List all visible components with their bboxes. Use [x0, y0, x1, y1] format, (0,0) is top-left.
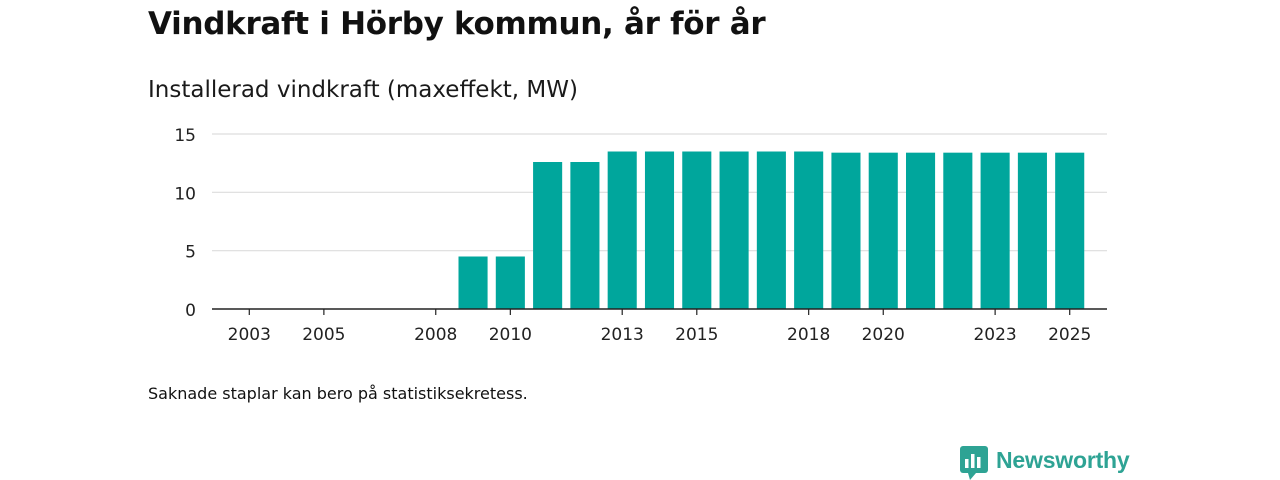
bar-2014[interactable] — [644, 151, 675, 310]
x-tick-label: 2013 — [601, 325, 644, 345]
chart-subtitle: Installerad vindkraft (maxeffekt, MW) — [148, 77, 578, 103]
axes: 0 5 10 15 2003 2005 2008 2010 2013 2015 2018 2020 20… — [174, 126, 1107, 345]
y-tick-label: 15 — [174, 126, 196, 146]
x-tick-label: 2025 — [1048, 325, 1091, 345]
x-tick-label: 2018 — [787, 325, 830, 345]
bar-chart: 0 5 10 15 2003 2005 2008 2010 2013 2015 2018 2020 20… — [174, 126, 1107, 345]
x-tick-label: 2015 — [675, 325, 718, 345]
bar-2011[interactable] — [533, 162, 563, 309]
bar-2013[interactable] — [607, 151, 637, 310]
bar-series — [458, 151, 1085, 310]
x-tick-label: 2008 — [414, 325, 457, 345]
bar-2020[interactable] — [868, 152, 898, 309]
x-tick-label: 2005 — [302, 325, 345, 345]
y-tick-label: 10 — [174, 184, 196, 204]
bar-2012[interactable] — [570, 162, 600, 309]
x-tick-label: 2010 — [489, 325, 532, 345]
footnote: Saknade staplar kan bero på statistiksek… — [148, 384, 528, 403]
bar-2018[interactable] — [794, 151, 824, 310]
bar-2021[interactable] — [905, 152, 936, 309]
bar-2015[interactable] — [682, 151, 712, 310]
bar-2010[interactable] — [495, 256, 525, 310]
bar-2016[interactable] — [719, 151, 749, 310]
brand-name: Newsworthy — [996, 447, 1130, 473]
newsworthy-logo-icon — [960, 446, 988, 480]
bar-2017[interactable] — [756, 151, 786, 310]
bar-2019[interactable] — [831, 152, 861, 309]
bar-2024[interactable] — [1017, 152, 1047, 309]
x-tick-label: 2003 — [228, 325, 271, 345]
y-tick-label: 5 — [185, 243, 196, 263]
bar-2023[interactable] — [980, 152, 1010, 309]
chart-title: Vindkraft i Hörby kommun, år för år — [148, 6, 766, 42]
y-tick-label: 0 — [185, 301, 196, 321]
brand-logo[interactable]: Newsworthy — [960, 446, 1130, 480]
bar-2009[interactable] — [458, 256, 488, 310]
x-tick-label: 2023 — [973, 325, 1016, 345]
bar-2022[interactable] — [943, 152, 973, 309]
x-tick-label: 2020 — [862, 325, 905, 345]
bar-2025[interactable] — [1055, 152, 1085, 309]
